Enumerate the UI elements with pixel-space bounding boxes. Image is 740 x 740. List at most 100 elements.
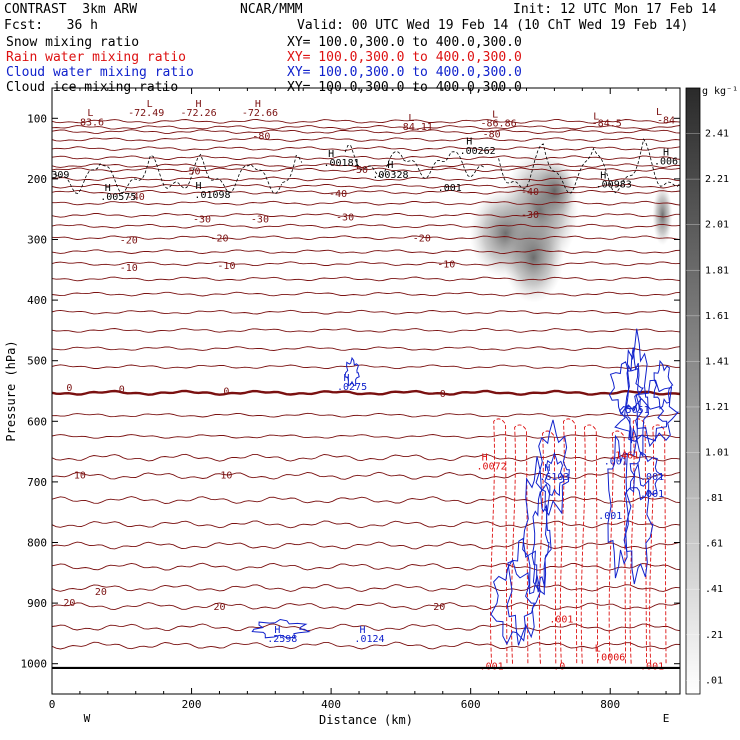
x-tick-label: 800 bbox=[600, 698, 620, 711]
contour-label: -20 bbox=[210, 234, 228, 245]
y-tick-label: 500 bbox=[27, 355, 47, 368]
contour-label: -30 bbox=[193, 214, 211, 225]
extremum-marker: L bbox=[656, 107, 662, 118]
temperature-contours bbox=[52, 119, 680, 650]
rain-contour-2 bbox=[538, 430, 557, 664]
contour-label: -50 bbox=[183, 166, 201, 177]
colorbar-tick-label: 1.01 bbox=[705, 448, 729, 459]
field-cloudwater-name: Cloud water mixing ratio bbox=[6, 65, 194, 80]
extremum-marker: H bbox=[482, 452, 488, 463]
cloud-water-contour-1 bbox=[625, 347, 641, 444]
contour-label: .0072 bbox=[477, 462, 507, 473]
isotherm-line bbox=[52, 235, 680, 241]
cloud-water-contour-14 bbox=[629, 451, 664, 501]
colorbar: 2.41 2.21 2.01 1.81 1.61 1.41 1.21 1.01 .81 .61 .4… bbox=[685, 86, 738, 695]
x-tick-label: 400 bbox=[321, 698, 341, 711]
cloud-water-contour-9 bbox=[544, 451, 565, 497]
x-tick-label: 200 bbox=[182, 698, 202, 711]
contour-label: .001 bbox=[640, 472, 664, 483]
extremum-marker: H bbox=[387, 160, 393, 171]
colorbar-gradient bbox=[685, 87, 701, 695]
colorbar-tick-label: .81 bbox=[705, 493, 723, 504]
contour-label: .2598 bbox=[267, 634, 297, 645]
y-tick-label: 1000 bbox=[21, 658, 48, 671]
contour-label: .01098 bbox=[194, 190, 230, 201]
cloud-ice-contour-1 bbox=[282, 154, 303, 183]
contour-label: .0275 bbox=[337, 382, 367, 393]
y-tick-label: 900 bbox=[27, 597, 47, 610]
colorbar-tick-label: .01 bbox=[705, 675, 723, 686]
x-tick-label: 600 bbox=[461, 698, 481, 711]
contour-label: -10 bbox=[217, 261, 235, 272]
cloud-water-contour-15 bbox=[344, 356, 360, 387]
cloud-water-contour-6 bbox=[522, 456, 552, 596]
contour-label: -72.26 bbox=[180, 108, 216, 119]
y-axis-title: Pressure (hPa) bbox=[4, 340, 18, 441]
y-tick-label: 700 bbox=[27, 476, 47, 489]
field-snow-xy: XY= 100.0,300.0 to 400.0,300.0 bbox=[287, 35, 522, 50]
y-tick-label: 400 bbox=[27, 294, 47, 307]
contour-label: .5051 bbox=[620, 405, 650, 416]
contour-label: -86.86 bbox=[481, 119, 517, 130]
isotherm-line bbox=[52, 183, 680, 189]
isotherm-line bbox=[52, 453, 680, 462]
contour-label: -30 bbox=[251, 214, 269, 225]
isotherm-line bbox=[52, 364, 680, 370]
contour-label: .001 bbox=[549, 614, 573, 625]
contour-label: -72.66 bbox=[242, 108, 278, 119]
rain-contour-0 bbox=[490, 418, 508, 664]
colorbar-tick-label: 1.21 bbox=[705, 402, 729, 413]
isotherm-line bbox=[52, 328, 680, 333]
y-tick-label: 600 bbox=[27, 415, 47, 428]
contour-label: -30 bbox=[521, 210, 539, 221]
contour-label: 10 bbox=[74, 471, 86, 482]
isotherm-line bbox=[52, 146, 680, 151]
contour-label: 20 bbox=[433, 602, 445, 613]
extremum-marker: L bbox=[147, 99, 153, 110]
isotherm-line bbox=[52, 176, 680, 182]
contour-label: 20 bbox=[213, 602, 225, 613]
field-cloudwater-xy: XY= 100.0,300.0 to 400.0,300.0 bbox=[287, 65, 522, 80]
isotherm-line bbox=[52, 291, 680, 297]
y-tick-label: 100 bbox=[27, 112, 47, 125]
isotherm-line bbox=[52, 584, 680, 592]
cloud-ice-contour-2 bbox=[344, 144, 485, 180]
extremum-marker: H bbox=[255, 99, 261, 110]
contour-label: -84.11 bbox=[397, 122, 433, 133]
isotherm-line bbox=[52, 223, 680, 229]
contour-label: -80 bbox=[483, 129, 501, 140]
field-snow-name: Snow mixing ratio bbox=[6, 35, 140, 50]
contour-label: .001 bbox=[640, 489, 664, 500]
y-tick-label: 800 bbox=[27, 537, 47, 550]
contour-label: .00181 bbox=[324, 158, 360, 169]
contour-label: .0006 bbox=[595, 652, 625, 663]
snow-shade-blob-1 bbox=[532, 161, 577, 222]
contour-label: -40 bbox=[127, 192, 145, 203]
contour-label: 20 bbox=[95, 587, 107, 598]
cloud-water-contour-7 bbox=[531, 491, 550, 593]
isotherm-line bbox=[52, 471, 680, 480]
extremum-marker: H bbox=[196, 99, 202, 110]
colorbar-tick-label: .61 bbox=[705, 539, 723, 550]
contour-label: .00328 bbox=[372, 170, 408, 181]
contour-label: -84.5 bbox=[592, 119, 622, 130]
contour-label: .0124 bbox=[354, 634, 384, 645]
isotherm-line bbox=[52, 163, 680, 168]
contour-label: -10 bbox=[120, 263, 138, 274]
extremum-marker: L bbox=[595, 643, 601, 654]
contour-label: .00983 bbox=[596, 180, 632, 191]
cloud-water-contour-12 bbox=[607, 434, 632, 579]
axes: 0 200 400 600 800100200300400500600700800900… bbox=[4, 88, 680, 727]
contour-label: -30 bbox=[336, 212, 354, 223]
cloud-ice-contour-0 bbox=[55, 153, 282, 194]
contour-label: -50 bbox=[350, 165, 368, 176]
isotherm-line bbox=[52, 520, 680, 529]
cloud-ice-contours bbox=[55, 138, 680, 194]
isotherm-line bbox=[52, 212, 680, 218]
cloud-water-contour-11 bbox=[506, 537, 542, 646]
y-tick-label: 300 bbox=[27, 234, 47, 247]
cloud-water-contour-8 bbox=[535, 419, 570, 517]
colorbar-tick-label: 2.21 bbox=[705, 174, 729, 185]
valid-label: Valid: 00 UTC Wed 19 Feb 14 (10 ChT Wed … bbox=[297, 18, 689, 33]
cloud-water-contour-3 bbox=[608, 361, 644, 416]
